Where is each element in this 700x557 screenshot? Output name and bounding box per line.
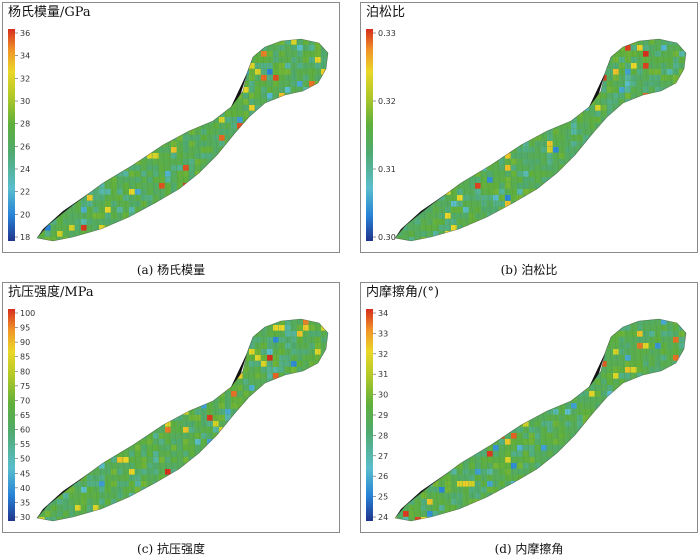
colorbar-tick-label: 36 <box>20 29 30 38</box>
panel-caption: (a) 杨氏模量 <box>136 263 206 277</box>
model-outline <box>36 318 329 522</box>
colorbar-tick-label: 90 <box>20 338 30 347</box>
colorbar-tick-label: 22 <box>20 188 30 197</box>
model-outline <box>36 38 329 242</box>
colorbar-tick-label: 31 <box>378 370 388 379</box>
rock-model <box>395 39 686 241</box>
panel-title: 内摩擦角/(°) <box>366 285 440 300</box>
colorbar-tick-label: 18 <box>20 233 30 242</box>
colorbar-tick-label: 24 <box>20 165 30 174</box>
colorbar-tick-label: 25 <box>378 493 388 502</box>
colorbar-tick-label: 0.32 <box>378 97 396 106</box>
model-shadow-edge <box>231 47 265 107</box>
colorbar-tick-label: 29 <box>378 411 388 420</box>
panel-title: 泊松比 <box>366 5 406 20</box>
model-shadow-edge <box>231 327 265 387</box>
colorbar-tick-label: 20 <box>20 210 30 219</box>
colorbar-tick-label: 26 <box>20 142 30 151</box>
colorbar <box>8 309 15 521</box>
colorbar-tick-label: 60 <box>20 426 30 435</box>
colorbar <box>8 29 15 241</box>
model-outline <box>394 38 687 242</box>
colorbar-tick-label: 0.30 <box>378 233 396 242</box>
colorbar-tick-label: 34 <box>378 309 388 318</box>
rock-model <box>37 319 328 521</box>
panel-caption: (c) 抗压强度 <box>137 542 205 556</box>
model-figure: 0.33 0.32 0.31 0.30 <box>366 29 687 242</box>
colorbar-tick-label: 100 <box>20 309 35 318</box>
colorbar-tick-label: 26 <box>378 472 388 481</box>
colorbar-tick-label: 27 <box>378 452 388 461</box>
panel-title: 杨氏模量/GPa <box>8 5 91 20</box>
colorbar-tick-label: 0.31 <box>378 165 396 174</box>
panel-caption: (d) 内摩擦角 <box>494 542 564 556</box>
panel-poisson-ratio: 泊松比 0.33 0.32 0.31 0.30 <box>360 2 698 253</box>
colorbar-tick-label: 24 <box>378 513 388 522</box>
panel-caption: (b) 泊松比 <box>500 263 558 277</box>
colorbar-tick-label: 50 <box>20 455 30 464</box>
colorbar-tick-label: 30 <box>20 513 30 522</box>
colorbar-tick-label: 28 <box>20 120 30 129</box>
model-outline <box>394 318 687 522</box>
colorbar-tick-label: 28 <box>378 431 388 440</box>
colorbar-tick-label: 30 <box>378 391 388 400</box>
colorbar-tick-label: 70 <box>20 396 30 405</box>
colorbar-tick-label: 75 <box>20 382 30 391</box>
colorbar-tick-label: 95 <box>20 324 30 333</box>
colorbar-tick-label: 85 <box>20 353 30 362</box>
colorbar-tick-label: 34 <box>20 52 30 61</box>
colorbar-tick-label: 40 <box>20 484 30 493</box>
colorbar-tick-label: 45 <box>20 469 30 478</box>
model-figure: 100 95 90 85 80 75 70 65 60 55 50 45 40 35 30 <box>8 309 329 522</box>
colorbar-tick-label: 0.33 <box>378 29 396 38</box>
colorbar-tick-label: 65 <box>20 411 30 420</box>
panel-compressive-strength: 抗压强度/MPa 100 95 90 85 80 75 70 65 60 55 50 45 40 35 30 <box>2 282 340 533</box>
panel-title: 抗压强度/MPa <box>8 285 94 300</box>
rock-model <box>395 319 686 521</box>
colorbar-tick-label: 35 <box>20 498 30 507</box>
colorbar-tick-label: 32 <box>20 74 30 83</box>
rock-model <box>37 39 328 241</box>
model-shadow-edge <box>589 47 623 107</box>
colorbar-tick-label: 55 <box>20 440 30 449</box>
model-shadow-edge <box>589 327 623 387</box>
model-figure: 34 33 32 31 30 29 28 27 26 25 24 <box>366 309 687 522</box>
colorbar-tick-label: 30 <box>20 97 30 106</box>
colorbar-tick-label: 32 <box>378 350 388 359</box>
colorbar-tick-label: 33 <box>378 329 388 338</box>
colorbar <box>366 29 373 241</box>
panel-friction-angle: 内摩擦角/(°) 34 33 32 31 30 29 28 27 26 25 24 <box>360 282 698 533</box>
colorbar-tick-label: 80 <box>20 367 30 376</box>
panel-youngs-modulus: 杨氏模量/GPa 36 34 32 30 28 26 24 22 20 18 <box>2 2 340 253</box>
colorbar <box>366 309 373 521</box>
model-figure: 36 34 32 30 28 26 24 22 20 18 <box>8 29 329 242</box>
